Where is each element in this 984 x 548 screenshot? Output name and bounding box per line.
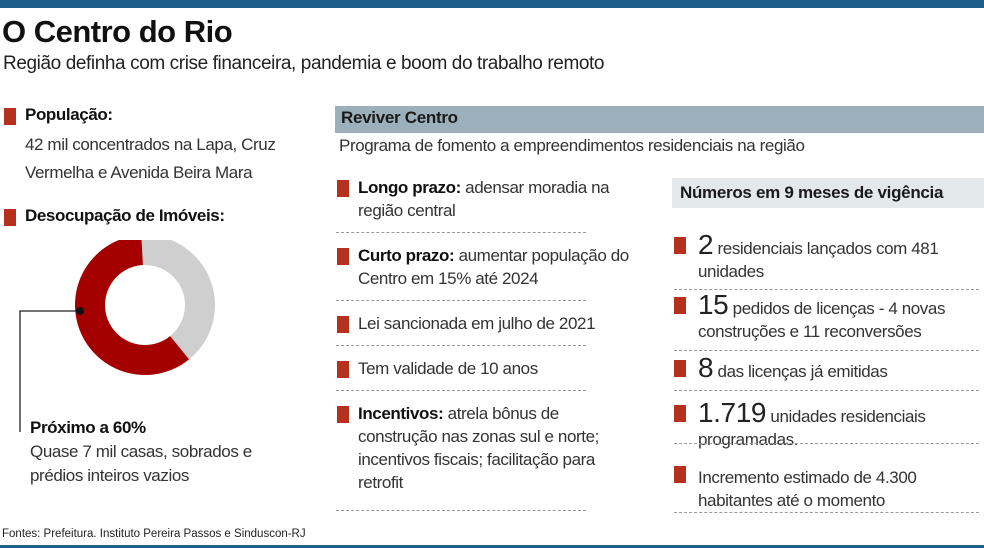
bullet-square — [337, 180, 349, 197]
item-text: aumentar população do Centro em 15% até … — [358, 246, 629, 288]
page-subtitle: Região definha com crise financeira, pan… — [3, 53, 605, 74]
numeros-item: Incremento estimado de 4.300 habitantes … — [698, 462, 968, 512]
bullet-square — [674, 297, 686, 314]
bullet-square — [337, 248, 349, 265]
page-title: O Centro do Rio — [2, 14, 233, 49]
reviver-item: Lei sancionada em julho de 2021 — [358, 312, 628, 335]
item-number: 15 — [698, 289, 729, 320]
item-text: Incremento estimado de 4.300 habitantes … — [698, 468, 917, 510]
donut-chart — [19, 240, 215, 432]
reviver-subtitle: Programa de fomento a empreendimentos re… — [339, 136, 805, 155]
bullet-square — [674, 405, 686, 422]
divider — [674, 350, 979, 351]
populacao-text: 42 mil concentrados na Lapa, Cruz Vermel… — [25, 135, 276, 182]
item-number: 2 — [698, 229, 714, 260]
item-text: residenciais lançados com 481 unidades — [698, 239, 939, 281]
divider — [336, 510, 586, 511]
desocupacao-text: Quase 7 mil casas, sobrados e prédios in… — [30, 442, 252, 485]
bullet-square — [337, 361, 349, 378]
divider — [336, 232, 586, 233]
bottom-bar — [0, 545, 984, 548]
reviver-title: Reviver Centro — [335, 106, 984, 133]
divider — [674, 443, 979, 444]
bullet-square — [4, 108, 16, 125]
divider — [336, 300, 586, 301]
item-text: atrela bônus de construção nas zonas sul… — [358, 404, 600, 492]
item-text: Lei sancionada em julho de 2021 — [358, 314, 596, 333]
source-note: Fontes: Prefeitura. Instituto Pereira Pa… — [2, 528, 306, 540]
leader-line — [19, 310, 80, 432]
populacao-label: População: — [25, 105, 113, 124]
item-label: Longo prazo: — [358, 178, 461, 197]
numeros-item: 1.719 unidades residenciais programadas. — [698, 399, 968, 451]
reviver-item: Incentivos: atrela bônus de construção n… — [358, 402, 608, 494]
divider — [674, 390, 979, 391]
desocupacao-highlight: Próximo a 60% — [30, 418, 146, 437]
desocupacao-label: Desocupação de Imóveis: — [25, 206, 225, 225]
item-text: das licenças já emitidas — [713, 362, 888, 381]
reviver-item: Longo prazo: adensar moradia na região c… — [358, 176, 628, 222]
bullet-square — [674, 466, 686, 483]
bullet-square — [674, 237, 686, 254]
bullet-square — [337, 316, 349, 333]
top-bar — [0, 0, 984, 8]
numeros-item: 15 pedidos de licenças - 4 novas constru… — [698, 291, 968, 343]
divider — [674, 289, 979, 290]
bullet-square — [337, 406, 349, 423]
numeros-title: Números em 9 meses de vigência — [672, 178, 984, 208]
bullet-square — [674, 360, 686, 377]
item-label: Incentivos: — [358, 404, 444, 423]
item-label: Curto prazo: — [358, 246, 455, 265]
item-text: adensar moradia na região central — [358, 178, 610, 220]
reviver-item: Curto prazo: aumentar população do Centr… — [358, 244, 633, 290]
donut-segment-vacant — [75, 240, 190, 375]
divider — [674, 512, 979, 513]
bullet-square — [4, 209, 16, 226]
numeros-item: 2 residenciais lançados com 481 unidades — [698, 231, 968, 283]
reviver-item: Tem validade de 10 anos — [358, 357, 628, 380]
item-text: pedidos de licenças - 4 novas construçõe… — [698, 299, 946, 341]
numeros-item: 8 das licenças já emitidas — [698, 354, 968, 383]
donut-segment-occupied — [141, 240, 215, 360]
divider — [336, 345, 586, 346]
leader-dot — [76, 307, 84, 315]
item-number: 1.719 — [698, 397, 767, 428]
item-number: 8 — [698, 352, 714, 383]
divider — [336, 390, 586, 391]
item-text: Tem validade de 10 anos — [358, 359, 538, 378]
item-text: unidades residenciais programadas. — [698, 407, 926, 449]
